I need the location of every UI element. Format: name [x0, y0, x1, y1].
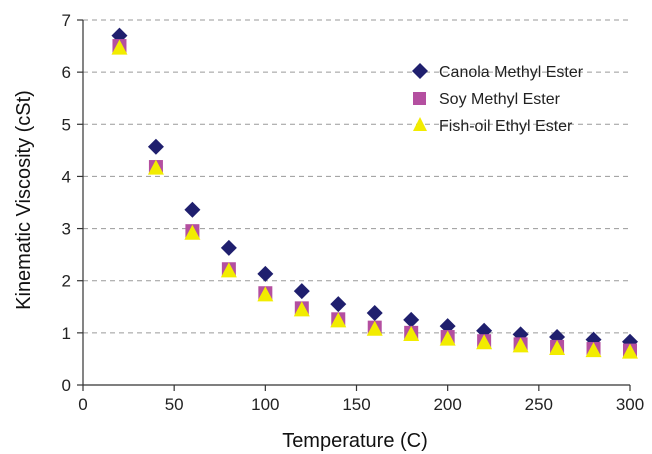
y-tick-label: 5 — [62, 115, 71, 134]
y-axis-title: Kinematic Viscosity (cSt) — [13, 90, 35, 310]
marker-fish-oil — [366, 320, 383, 336]
marker-fish-oil — [476, 334, 493, 350]
legend-label-fish-oil: Fish-oil Ethyl Ester — [439, 118, 573, 135]
y-tick-label: 6 — [62, 63, 71, 82]
marker-fish-oil — [512, 337, 529, 353]
y-tick-label: 3 — [62, 220, 71, 239]
marker-canola — [257, 265, 274, 282]
marker-canola — [220, 239, 237, 256]
marker-fish-oil — [549, 340, 566, 356]
marker-canola — [366, 305, 383, 322]
x-tick-label: 0 — [78, 395, 87, 414]
marker-fish-oil — [403, 325, 420, 341]
axes — [77, 19, 631, 391]
marker-fish-oil — [257, 286, 274, 302]
legend-item-soy: Soy Methyl Ester — [413, 91, 561, 108]
data-markers — [111, 27, 638, 359]
y-tick-label: 1 — [62, 324, 71, 343]
x-tick-label: 150 — [342, 395, 370, 414]
y-tick-label: 0 — [62, 376, 71, 395]
y-tick-label: 7 — [62, 11, 71, 30]
marker-canola — [330, 296, 347, 313]
marker-fish-oil — [293, 301, 310, 317]
legend-marker-fish-oil — [413, 117, 427, 131]
y-tick-label: 4 — [62, 167, 71, 186]
grid-lines — [83, 19, 630, 334]
marker-fish-oil — [147, 159, 164, 175]
legend-marker-canola — [412, 63, 428, 79]
x-tick-label: 50 — [165, 395, 184, 414]
legend-marker-soy — [413, 92, 426, 105]
tick-labels: 0 1 2 3 4 5 6 7 0 50 100 150 200 250 300 — [62, 11, 645, 414]
x-tick-label: 200 — [433, 395, 461, 414]
legend-label-canola: Canola Methyl Ester — [439, 64, 584, 81]
marker-fish-oil — [330, 312, 347, 328]
marker-fish-oil — [585, 342, 602, 358]
marker-canola — [293, 283, 310, 300]
marker-fish-oil — [111, 39, 128, 55]
legend-item-canola: Canola Methyl Ester — [412, 63, 584, 81]
marker-fish-oil — [220, 262, 237, 278]
x-tick-label: 100 — [251, 395, 279, 414]
x-tick-label: 250 — [525, 395, 553, 414]
legend-item-fish-oil: Fish-oil Ethyl Ester — [413, 117, 573, 135]
marker-canola — [184, 201, 201, 218]
marker-fish-oil — [622, 343, 638, 359]
marker-canola — [147, 138, 164, 155]
legend: Canola Methyl Ester Soy Methyl Ester Fis… — [412, 63, 584, 135]
marker-fish-oil — [184, 224, 201, 240]
x-tick-label: 300 — [616, 395, 644, 414]
marker-canola — [403, 311, 420, 328]
legend-label-soy: Soy Methyl Ester — [439, 91, 561, 108]
x-axis-title: Temperature (C) — [282, 430, 428, 452]
y-tick-label: 2 — [62, 272, 71, 291]
marker-fish-oil — [439, 330, 456, 346]
